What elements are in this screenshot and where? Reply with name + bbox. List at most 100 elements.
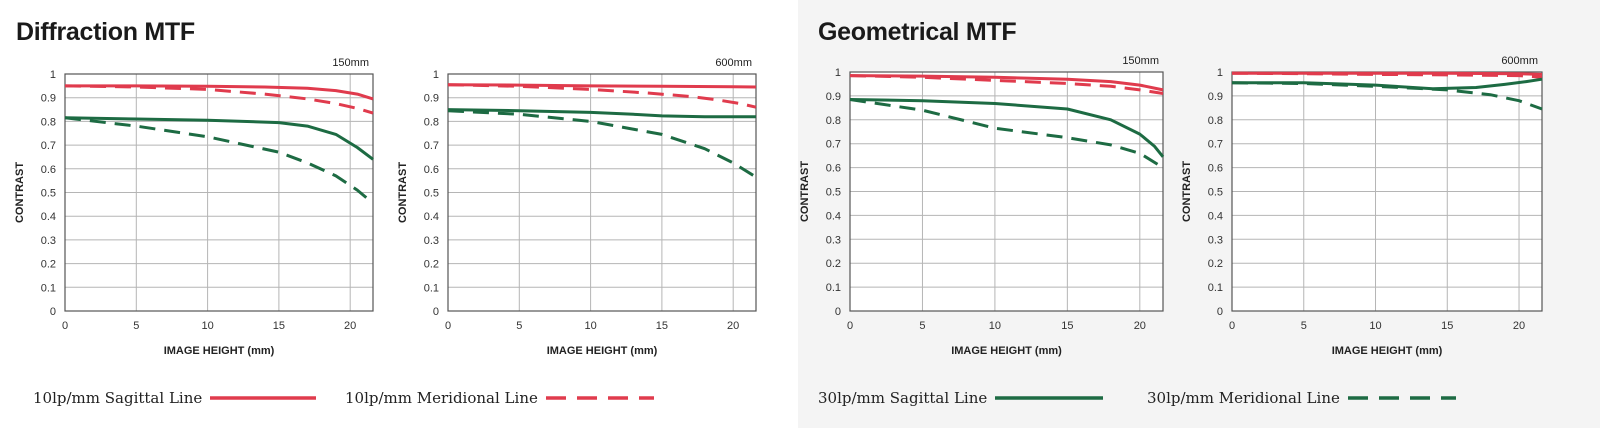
10lp-meridional-line (447, 83, 757, 109)
x-tick-label: 20 (1513, 320, 1525, 332)
y-tick-label: 0.6 (826, 163, 841, 175)
y-tick-label: 0 (50, 306, 56, 318)
y-tick-label: 0.6 (424, 164, 439, 176)
legend-30lp-sagittal: 30lp/mm Sagittal Line (818, 388, 1105, 408)
y-tick-label: 0.7 (1208, 139, 1223, 151)
y-tick-label: 0.4 (424, 211, 439, 223)
x-tick-label: 15 (273, 320, 285, 332)
x-axis-label: IMAGE HEIGHT (mm) (1332, 345, 1443, 357)
x-tick-label: 5 (133, 320, 139, 332)
y-tick-label: 0.8 (424, 116, 439, 128)
legend-label: 10lp/mm Sagittal Line (33, 389, 203, 407)
10lp-meridional-line (64, 84, 374, 115)
10lp-meridional-line (849, 74, 1164, 95)
y-tick-label: 0.2 (41, 259, 56, 271)
plot-frame (849, 71, 1164, 312)
30lp-sagittal-line (447, 108, 756, 119)
y-tick-label: 0.4 (826, 210, 841, 222)
focal-length-label: 600mm (1501, 55, 1538, 67)
y-tick-label: 0.3 (826, 234, 841, 246)
y-tick-label: 0 (1217, 306, 1223, 318)
y-tick-label: 0.3 (424, 235, 439, 247)
y-tick-label: 0.9 (41, 93, 56, 105)
y-tick-label: 0.5 (826, 187, 841, 199)
y-tick-label: 0.2 (424, 259, 439, 271)
y-tick-label: 0.9 (826, 91, 841, 103)
plot-frame (64, 73, 374, 312)
focal-length-label: 150mm (1122, 55, 1159, 67)
30lp-meridional-line (1231, 81, 1543, 111)
geometrical-600mm-chart: 00.10.20.30.40.50.60.70.80.910 5 10 15 20600… (1181, 55, 1543, 357)
x-tick-label: 20 (1134, 320, 1146, 332)
y-axis-label: CONTRAST (397, 162, 409, 223)
y-axis-label: CONTRAST (14, 162, 26, 223)
y-tick-label: 1 (835, 67, 841, 79)
diffraction-mtf-title: Diffraction MTF (16, 18, 195, 46)
x-tick-label: 10 (201, 320, 213, 332)
y-tick-label: 0 (433, 306, 439, 318)
y-tick-label: 0.8 (41, 116, 56, 128)
geometrical-mtf-title: Geometrical MTF (818, 18, 1017, 46)
y-tick-label: 0.1 (1208, 282, 1223, 294)
diffraction-600mm-chart: 00.10.20.30.40.50.60.70.80.910 5 10 15 20600… (397, 57, 757, 357)
x-tick-label: 0 (1229, 320, 1235, 332)
x-tick-label: 15 (1441, 320, 1453, 332)
y-tick-label: 0.3 (41, 235, 56, 247)
legend-label: 30lp/mm Meridional Line (1147, 389, 1340, 407)
y-tick-label: 1 (1217, 67, 1223, 79)
focal-length-label: 600mm (715, 57, 752, 69)
legend-solid-red-line (210, 396, 317, 400)
30lp-sagittal-line (64, 116, 374, 161)
legend-label: 10lp/mm Meridional Line (345, 389, 538, 407)
y-tick-label: 0.8 (1208, 115, 1223, 127)
focal-length-label: 150mm (332, 57, 369, 69)
x-tick-label: 5 (919, 320, 925, 332)
legend-solid-green-line (995, 396, 1104, 400)
x-tick-label: 10 (1369, 320, 1381, 332)
y-tick-label: 0.5 (41, 188, 56, 200)
y-tick-label: 0.2 (826, 258, 841, 270)
10lp-sagittal-line (849, 74, 1164, 92)
y-tick-label: 0.7 (41, 140, 56, 152)
legend-10lp-sagittal: 10lp/mm Sagittal Line (33, 388, 318, 408)
legend-label: 30lp/mm Sagittal Line (818, 389, 988, 407)
diffraction-150mm-chart: 00.10.20.30.40.50.60.70.80.910 5 10 15 20150… (14, 57, 374, 357)
y-tick-label: 0.4 (1208, 210, 1223, 222)
y-tick-label: 0 (835, 306, 841, 318)
x-tick-label: 0 (445, 320, 451, 332)
y-axis-label: CONTRAST (799, 161, 811, 222)
x-tick-label: 15 (656, 320, 668, 332)
x-axis-label: IMAGE HEIGHT (mm) (547, 345, 658, 357)
plot-frame (447, 73, 757, 312)
y-tick-label: 0.1 (41, 282, 56, 294)
x-tick-label: 10 (989, 320, 1001, 332)
y-tick-label: 0.2 (1208, 258, 1223, 270)
10lp-meridional-line (1231, 71, 1543, 79)
y-tick-label: 0.4 (41, 211, 56, 223)
30lp-meridional-line (447, 109, 757, 179)
30lp-sagittal-line (849, 98, 1165, 158)
legend-30lp-meridional: 30lp/mm Meridional Line (1147, 388, 1458, 408)
y-tick-label: 0.3 (1208, 234, 1223, 246)
y-tick-label: 0.6 (1208, 163, 1223, 175)
x-tick-label: 0 (62, 320, 68, 332)
y-tick-label: 0.9 (424, 93, 439, 105)
legend-dashed-green-line (1347, 396, 1456, 400)
x-tick-label: 0 (847, 320, 853, 332)
y-tick-label: 0.1 (826, 282, 841, 294)
x-tick-label: 5 (1301, 320, 1307, 332)
legend-10lp-meridional: 10lp/mm Meridional Line (345, 388, 656, 408)
y-axis-label: CONTRAST (1181, 161, 1193, 222)
x-tick-label: 5 (516, 320, 522, 332)
y-tick-label: 0.9 (1208, 91, 1223, 103)
x-tick-label: 10 (584, 320, 596, 332)
x-tick-label: 20 (727, 320, 739, 332)
x-tick-label: 15 (1061, 320, 1073, 332)
y-tick-label: 0.1 (424, 282, 439, 294)
y-tick-label: 0.8 (826, 115, 841, 127)
y-tick-label: 0.5 (1208, 187, 1223, 199)
30lp-meridional-line (64, 116, 374, 205)
y-tick-label: 1 (433, 69, 439, 81)
legend-dashed-red-line (545, 396, 654, 400)
y-tick-label: 1 (50, 69, 56, 81)
